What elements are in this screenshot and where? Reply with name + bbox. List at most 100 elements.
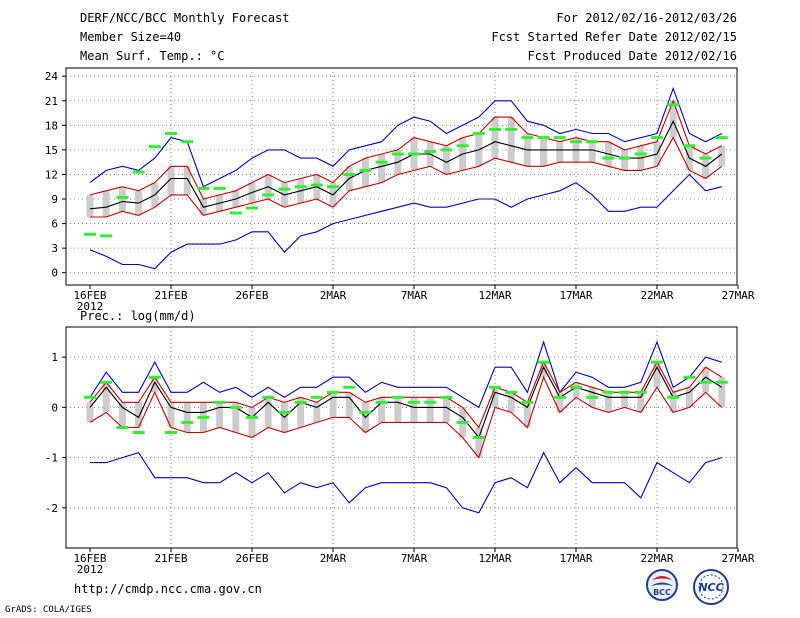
temp-observed-mark xyxy=(375,160,388,164)
prec-observed-mark xyxy=(262,395,275,399)
prec-observed-mark xyxy=(553,395,566,399)
prec-y-tick-label: 0 xyxy=(51,401,58,414)
prec-observed-mark xyxy=(229,405,242,409)
prec-spread-box xyxy=(637,392,645,413)
prec-spread-box xyxy=(297,397,305,428)
prec-observed-mark xyxy=(489,385,501,389)
prec-observed-mark xyxy=(602,390,615,394)
prec-series-min xyxy=(90,451,722,514)
prec-spread-box xyxy=(394,397,402,423)
temp-observed-mark xyxy=(456,144,469,148)
temp-observed-mark xyxy=(667,103,680,107)
prec-observed-mark xyxy=(100,380,113,384)
prec-x-tick-label: 7MAR xyxy=(401,552,428,565)
temp-series-max xyxy=(89,86,723,188)
temp-spread-box xyxy=(442,145,450,175)
temp-spread-box xyxy=(183,166,191,195)
prec-spread-box xyxy=(556,392,564,413)
prec-spread-box xyxy=(426,397,434,423)
temp-x-tick-label: 17MAR xyxy=(559,289,592,302)
prec-observed-mark xyxy=(699,380,712,384)
temp-series-upper xyxy=(89,99,723,200)
prec-series-mean xyxy=(89,365,723,439)
prec-spread-box xyxy=(685,387,693,408)
temp-series-lower xyxy=(90,136,723,218)
prec-observed-mark xyxy=(327,390,339,394)
ncc-logo: NCC xyxy=(693,569,729,605)
prec-observed-mark xyxy=(537,360,550,364)
prec-spread-box xyxy=(475,427,483,458)
grads-credit: GrADS: COLA/IGES xyxy=(5,605,92,615)
produced-date: Fcst Produced Date 2012/02/16 xyxy=(527,49,737,63)
prec-observed-mark xyxy=(505,390,518,394)
prec-observed-mark xyxy=(246,415,258,419)
temp-y-tick-label: 0 xyxy=(51,267,58,280)
temp-observed-mark xyxy=(294,185,307,189)
temp-observed-mark xyxy=(537,136,550,140)
prec-observed-mark xyxy=(618,390,631,394)
prec-spread-box xyxy=(232,402,240,433)
prec-observed-mark xyxy=(278,410,291,414)
temp-x-tick-label: 16FEB xyxy=(73,289,106,302)
temp-observed-mark xyxy=(148,145,161,149)
prec-x-tick-label: 22MAR xyxy=(640,552,673,565)
temp-observed-mark xyxy=(570,140,582,144)
started-date: Fcst Started Refer Date 2012/02/15 xyxy=(491,30,737,44)
temp-spread-box xyxy=(118,186,126,212)
prec-observed-mark xyxy=(472,436,485,439)
temp-observed-mark xyxy=(213,186,226,190)
temp-observed-mark xyxy=(84,232,96,236)
prec-spread-box xyxy=(507,392,515,413)
prec-observed-mark xyxy=(715,380,728,384)
prec-spread-box xyxy=(718,377,726,408)
temp-observed-mark xyxy=(391,152,404,156)
temp-observed-mark xyxy=(100,234,113,238)
prec-observed-mark xyxy=(424,400,437,404)
temp-observed-mark xyxy=(310,183,323,187)
temp-y-tick-label: 6 xyxy=(51,218,58,231)
prec-y-tick-label: -1 xyxy=(45,452,58,465)
member-size: Member Size=40 xyxy=(80,30,182,44)
prec-y-tick-label: 1 xyxy=(51,351,58,364)
temp-series-min xyxy=(89,173,722,270)
prec-observed-mark xyxy=(165,430,177,434)
prec-spread-box xyxy=(345,392,353,418)
temp-observed-mark xyxy=(440,148,453,152)
prec-x-tick-label: 12MAR xyxy=(478,552,511,565)
prec-spread-box xyxy=(572,382,580,398)
temp-spread-box xyxy=(86,194,94,218)
temp-observed-mark xyxy=(327,185,339,189)
temp-spread-box xyxy=(621,149,629,171)
prec-observed-mark xyxy=(456,420,469,424)
temp-x-tick-year: 2012 xyxy=(77,300,104,313)
temp-y-tick-label: 3 xyxy=(51,242,58,255)
temp-x-tick-label: 21FEB xyxy=(154,289,187,302)
temp-observed-mark xyxy=(651,136,663,140)
prec-spread-box xyxy=(410,397,418,423)
prec-x-tick-label: 16FEB xyxy=(73,552,106,565)
temp-observed-mark xyxy=(472,132,485,136)
prec-observed-mark xyxy=(359,410,372,414)
temp-x-tick-label: 7MAR xyxy=(401,289,428,302)
temp-x-tick-label: 2MAR xyxy=(320,289,347,302)
source-url[interactable]: http://cmdp.ncc.cma.gov.cn xyxy=(74,582,262,596)
temp-y-tick-label: 18 xyxy=(45,119,58,132)
temp-observed-mark xyxy=(699,156,712,160)
temp-x-tick-label: 27MAR xyxy=(721,289,754,302)
prec-spread-box xyxy=(621,392,629,408)
prec-spread-box xyxy=(102,382,110,413)
prec-x-tick-year: 2012 xyxy=(77,563,104,576)
prec-observed-mark xyxy=(375,400,388,404)
prec-x-tick-label: 27MAR xyxy=(721,552,754,565)
temp-observed-mark xyxy=(521,136,534,140)
prec-observed-mark xyxy=(683,375,696,379)
temp-x-tick-label: 22MAR xyxy=(640,289,673,302)
temp-observed-mark xyxy=(197,186,210,190)
temp-observed-mark xyxy=(229,211,242,215)
temp-observed-mark xyxy=(132,170,145,174)
temp-observed-mark xyxy=(246,206,258,210)
prec-y-tick-label: -2 xyxy=(45,502,58,515)
temp-spread-box xyxy=(540,137,548,167)
prec-observed-mark xyxy=(181,420,194,424)
